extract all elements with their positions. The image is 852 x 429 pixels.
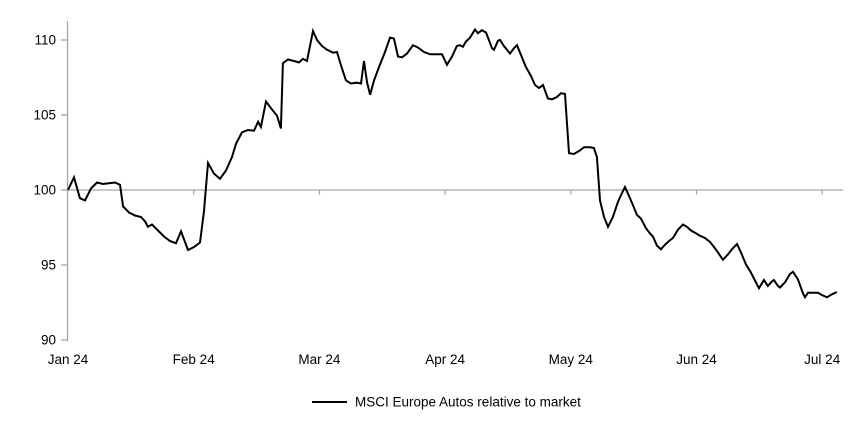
- series-line: [67, 27, 838, 300]
- x-axis-tick-label: Apr 24: [425, 352, 465, 367]
- x-axis-tick-label: Jan 24: [48, 352, 89, 367]
- x-axis-tick-label: Feb 24: [173, 352, 216, 367]
- x-axis-tick-label: Jul 24: [804, 352, 841, 367]
- y-axis-tick-label: 100: [33, 183, 56, 198]
- x-axis-tick-label: May 24: [549, 352, 594, 367]
- y-axis-tick-label: 90: [41, 333, 56, 348]
- y-axis-tick-label: 110: [34, 33, 56, 48]
- x-axis-tick-label: Jun 24: [676, 352, 717, 367]
- y-axis-tick-label: 105: [33, 108, 56, 123]
- legend-label: MSCI Europe Autos relative to market: [355, 395, 581, 410]
- x-axis-tick-label: Mar 24: [298, 352, 341, 367]
- legend: MSCI Europe Autos relative to market: [312, 395, 581, 410]
- y-axis-tick-label: 95: [41, 258, 56, 273]
